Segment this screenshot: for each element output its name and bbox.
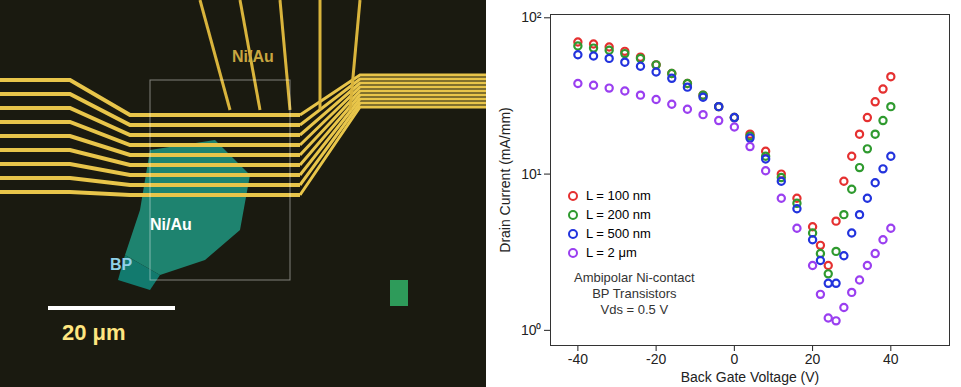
html-text:L = 100 nm: L = 100 nm [586,188,651,203]
svg-text:40: 40 [883,351,899,367]
svg-text:Ni/Au: Ni/Au [150,216,192,233]
svg-text:10¹: 10¹ [521,166,542,182]
html-text:L = 2 μm: L = 2 μm [586,245,637,260]
html-text:BP Transistors: BP Transistors [592,286,677,301]
html-text:L = 200 nm: L = 200 nm [586,207,651,222]
svg-text:Drain Current (mA/mm): Drain Current (mA/mm) [497,107,513,252]
svg-text:Back Gate Voltage (V): Back Gate Voltage (V) [681,369,820,385]
svg-text:-40: -40 [568,351,588,367]
svg-text:10⁰: 10⁰ [521,322,542,338]
svg-text:-20: -20 [646,351,666,367]
svg-text:BP: BP [110,256,133,273]
svg-text:20 μm: 20 μm [62,320,126,345]
html-text:Ambipolar Ni-contact: Ambipolar Ni-contact [574,270,695,285]
svg-text:Ni/Au: Ni/Au [232,48,274,65]
svg-text:0: 0 [730,351,738,367]
html-text:Vds = 0.5 V: Vds = 0.5 V [600,302,669,317]
svg-text:10²: 10² [521,9,542,25]
svg-text:20: 20 [805,351,821,367]
html-text:L = 500 nm: L = 500 nm [586,226,651,241]
